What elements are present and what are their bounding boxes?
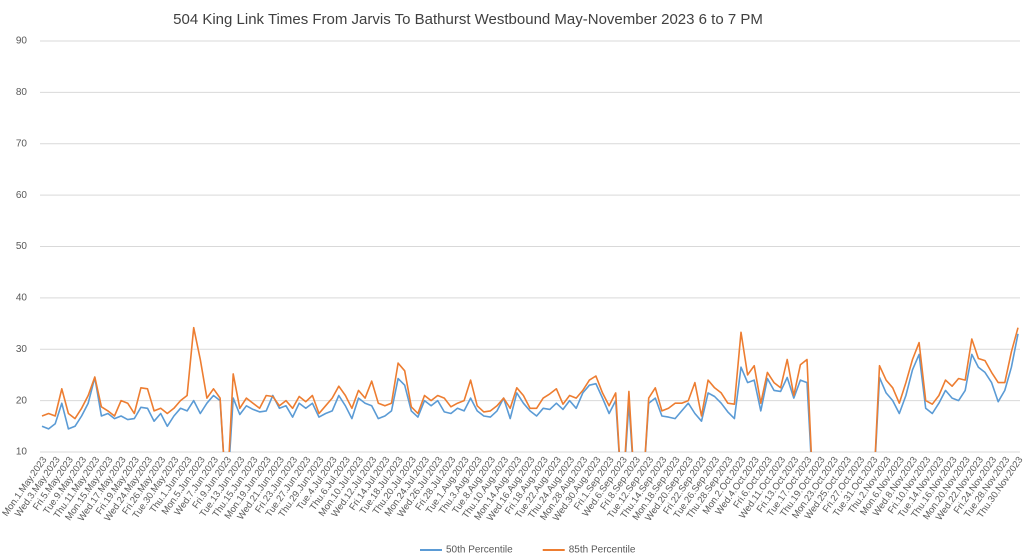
series-line xyxy=(41,326,1019,452)
legend-label: 85th Percentile xyxy=(569,545,636,556)
y-tick-label: 60 xyxy=(16,190,28,201)
legend-label: 50th Percentile xyxy=(446,545,513,556)
y-tick-label: 10 xyxy=(16,447,28,458)
y-tick-label: 80 xyxy=(16,87,28,98)
y-tick-label: 50 xyxy=(16,241,28,252)
plot-area xyxy=(41,333,1019,452)
y-tick-label: 90 xyxy=(16,36,28,47)
y-tick-label: 30 xyxy=(16,344,28,355)
y-tick-label: 70 xyxy=(16,138,28,149)
y-tick-label: 40 xyxy=(16,293,28,304)
series-line xyxy=(41,333,1019,452)
chart-title: 504 King Link Times From Jarvis To Bathu… xyxy=(173,11,763,28)
plot-area xyxy=(41,326,1019,452)
y-tick-label: 20 xyxy=(16,395,28,406)
